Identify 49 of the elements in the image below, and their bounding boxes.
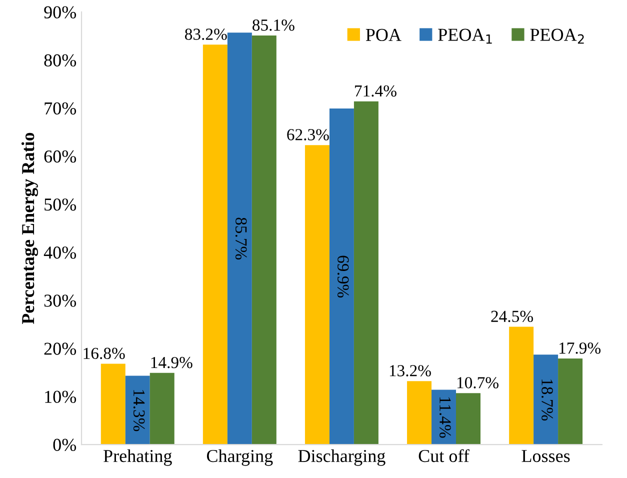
bar xyxy=(534,354,558,445)
bar xyxy=(100,364,126,445)
bar xyxy=(432,390,456,445)
x-tick-label: Charging xyxy=(206,449,273,466)
data-label: 10.7% xyxy=(457,377,498,388)
data-label: 62.3% xyxy=(287,129,329,140)
data-label: 24.5% xyxy=(491,310,533,322)
data-label: 85.7% xyxy=(235,218,247,260)
data-label: 13.2% xyxy=(390,365,431,376)
y-tick-label: 50% xyxy=(44,198,76,211)
bar xyxy=(304,145,330,445)
data-label: 14.9% xyxy=(151,356,192,368)
data-label: 83.2% xyxy=(185,28,227,40)
y-tick-label: 40% xyxy=(44,246,76,259)
y-tick-label: 0% xyxy=(53,438,76,452)
x-tick-label: Cut off xyxy=(418,449,470,462)
bar xyxy=(456,393,480,445)
bar xyxy=(125,376,150,445)
y-tick-label: 80% xyxy=(44,54,76,67)
data-label: 11.4% xyxy=(440,397,451,438)
y-tick-label: 70% xyxy=(44,102,76,115)
legend-label: PEOA$_{2}$ xyxy=(530,28,584,44)
data-label: 16.8% xyxy=(84,348,125,360)
data-label: 18.7% xyxy=(542,380,553,421)
x-tick-label: Discharging xyxy=(298,449,386,466)
bar xyxy=(509,326,534,445)
x-tick-label: Prehating xyxy=(104,449,172,466)
legend-label: PEOA$_{1}$ xyxy=(438,28,492,44)
data-label: 71.4% xyxy=(355,85,396,97)
y-axis-title: Percentage Energy Ratio xyxy=(21,132,38,324)
legend-label: POA xyxy=(366,28,402,42)
bar xyxy=(407,381,432,445)
bar xyxy=(558,358,583,445)
data-label: 85.1% xyxy=(252,19,294,31)
y-tick-label: 20% xyxy=(44,342,76,355)
bar xyxy=(354,101,378,445)
bar xyxy=(202,44,228,445)
data-label: 14.3% xyxy=(133,390,145,432)
bar xyxy=(227,32,252,445)
data-label: 69.9% xyxy=(337,256,349,298)
y-tick-label: 10% xyxy=(45,390,76,403)
y-tick-label: 30% xyxy=(44,294,76,307)
bar xyxy=(252,36,276,445)
y-tick-label: 90% xyxy=(44,6,76,18)
data-label: 17.9% xyxy=(560,342,601,354)
x-tick-label: Losses xyxy=(522,450,570,462)
y-tick-label: 60% xyxy=(44,150,76,163)
bar xyxy=(329,108,354,445)
bar xyxy=(150,372,174,445)
